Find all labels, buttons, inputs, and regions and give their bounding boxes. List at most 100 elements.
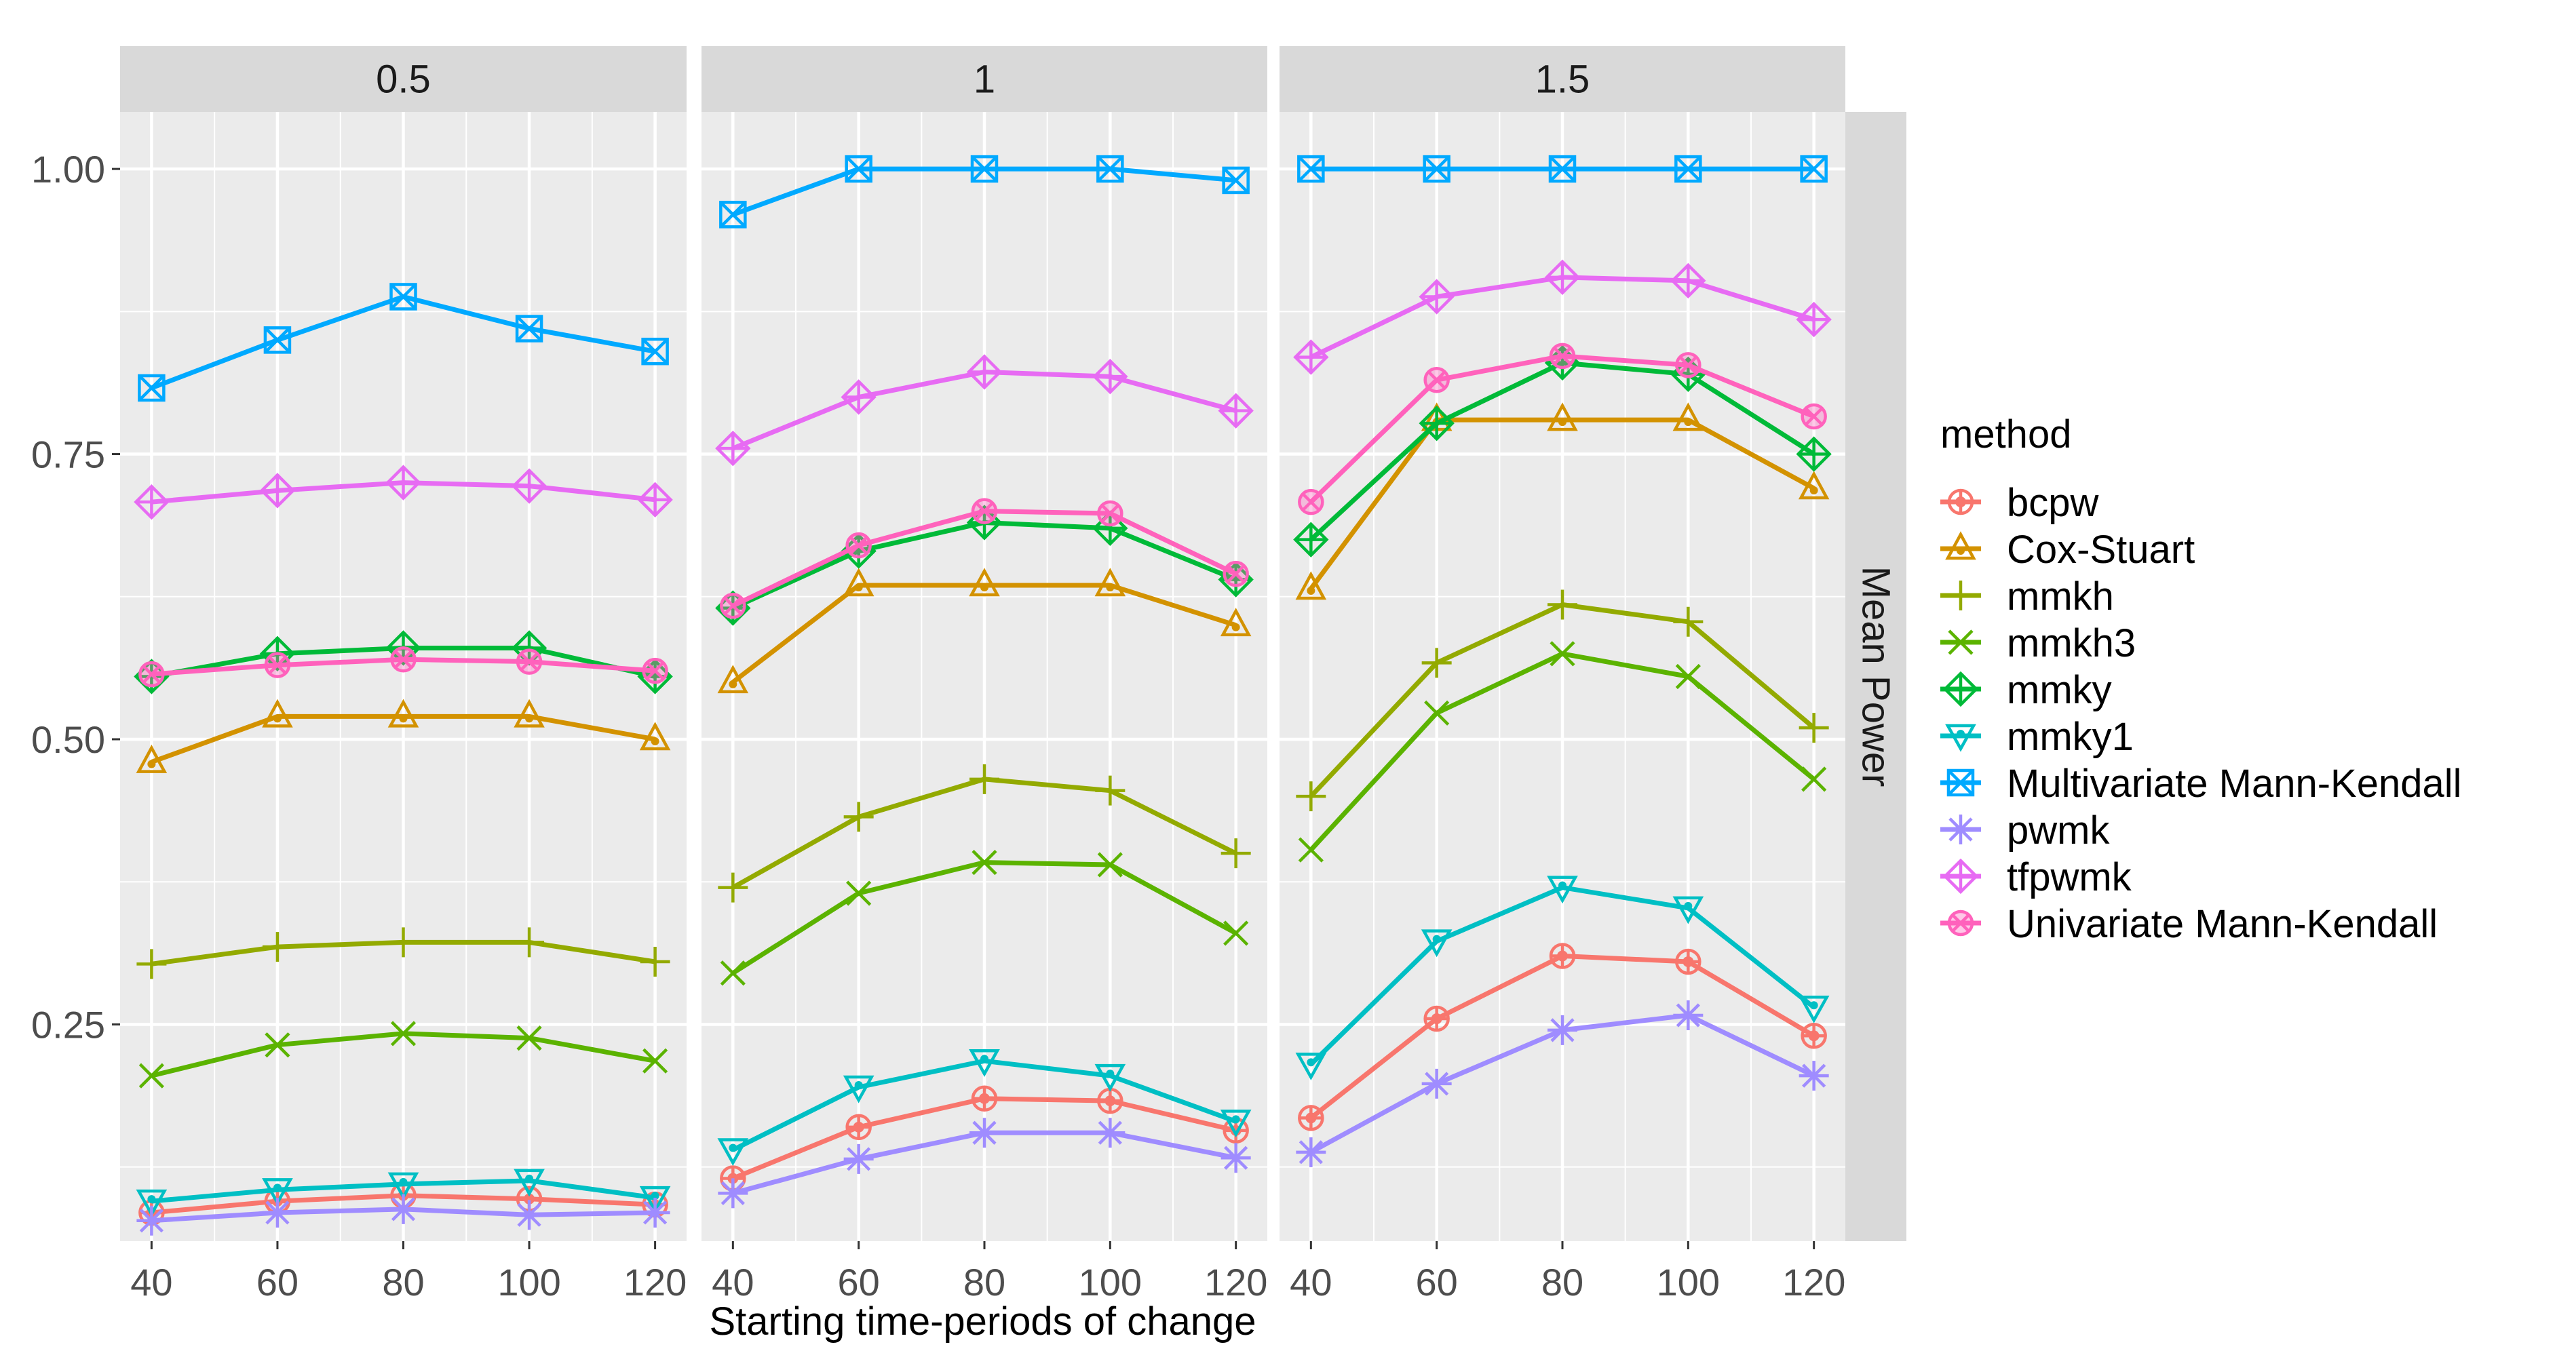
data-point-mmky1 xyxy=(1295,1053,1327,1080)
x-tick-label: 120 xyxy=(623,1261,687,1304)
data-point-cox-stuart xyxy=(639,722,671,751)
data-point-mmky1 xyxy=(969,1049,1000,1077)
data-point-pwmk xyxy=(969,1118,999,1148)
x-tick-label: 40 xyxy=(1290,1261,1332,1304)
data-point-bcpw xyxy=(1423,1005,1450,1032)
data-point-mmkh3 xyxy=(1223,920,1249,946)
data-point-mmkh3 xyxy=(1097,852,1123,878)
legend-item-mmkh3: mmkh3 xyxy=(1940,621,2136,665)
data-point-mmkh3 xyxy=(1424,700,1450,726)
data-point-mmky1 xyxy=(1094,1063,1126,1092)
series-mmkh3 xyxy=(138,641,1827,1089)
data-point-pwmk xyxy=(843,1143,874,1174)
facet-strip xyxy=(120,46,687,112)
data-point-mmkh xyxy=(1547,589,1577,620)
data-point-multivariate-mann-kendall xyxy=(1548,155,1577,183)
legend-item-tfpwmk: tfpwmk xyxy=(1940,855,2132,899)
legend-key-marker xyxy=(1948,629,1974,655)
data-point-univariate-mann-kendall xyxy=(390,646,417,673)
legend-item-mmkh: mmkh xyxy=(1940,574,2114,619)
ylabel-strip xyxy=(1845,112,1906,1241)
data-point-mmkh xyxy=(843,802,874,832)
legend-label: mmkh3 xyxy=(2007,621,2136,665)
data-point-multivariate-mann-kendall xyxy=(1096,155,1124,183)
data-point-cox-stuart xyxy=(843,568,874,597)
data-point-univariate-mann-kendall xyxy=(642,657,668,684)
legend-key-marker xyxy=(1942,858,1979,895)
data-point-mmky1 xyxy=(1421,929,1453,958)
data-point-mmkh xyxy=(136,949,167,979)
data-point-multivariate-mann-kendall xyxy=(845,155,872,183)
data-point-bcpw xyxy=(1097,1087,1123,1114)
data-point-cox-stuart xyxy=(717,665,749,694)
data-point-cox-stuart xyxy=(136,744,168,773)
data-point-cox-stuart xyxy=(1094,568,1126,597)
series-cox-stuart xyxy=(136,402,1830,773)
series-pwmk xyxy=(136,1000,1829,1236)
series-mmky1 xyxy=(136,876,1830,1217)
x-tick-label: 60 xyxy=(256,1261,299,1304)
data-point-tfpwmk xyxy=(134,484,170,520)
data-point-univariate-mann-kendall xyxy=(1223,560,1249,587)
data-point-pwmk xyxy=(1296,1137,1326,1167)
data-point-mmkh3 xyxy=(1550,641,1575,667)
data-point-tfpwmk xyxy=(966,354,1003,390)
data-point-pwmk xyxy=(1220,1143,1251,1173)
data-point-mmkh3 xyxy=(1801,766,1827,792)
data-point-bcpw xyxy=(845,1114,872,1141)
x-tick-label: 80 xyxy=(1541,1261,1583,1304)
data-point-tfpwmk xyxy=(259,473,296,509)
legend-key-marker xyxy=(1947,909,1974,937)
data-point-pwmk xyxy=(1799,1061,1829,1091)
legend-key-marker xyxy=(1947,488,1974,515)
data-point-univariate-mann-kendall xyxy=(1675,352,1702,378)
legend-item-bcpw: bcpw xyxy=(1940,481,2100,525)
data-point-multivariate-mann-kendall xyxy=(719,201,747,229)
data-point-univariate-mann-kendall xyxy=(720,592,746,619)
data-point-mmkh3 xyxy=(642,1048,668,1074)
data-point-tfpwmk xyxy=(1092,358,1128,395)
y-tick-label: 0.75 xyxy=(31,433,105,476)
data-point-mmkh3 xyxy=(265,1032,290,1058)
data-point-mmkh xyxy=(262,932,292,962)
data-point-pwmk xyxy=(262,1197,292,1228)
data-point-multivariate-mann-kendall xyxy=(263,326,292,354)
legend-label: mmky1 xyxy=(2007,715,2134,759)
data-point-pwmk xyxy=(514,1200,545,1230)
legend-label: mmky xyxy=(2007,668,2112,712)
data-point-mmky1 xyxy=(1547,876,1578,904)
legend-key-marker xyxy=(1946,768,1975,797)
legend-item-multivariate-mann-kendall: Multivariate Mann-Kendall xyxy=(1940,762,2462,806)
x-tick-label: 80 xyxy=(382,1261,424,1304)
legend-key-marker xyxy=(1946,581,1976,610)
data-point-bcpw xyxy=(1549,943,1576,969)
data-point-mmkh3 xyxy=(1298,837,1324,863)
x-tick-label: 60 xyxy=(838,1261,880,1304)
legend-label: Multivariate Mann-Kendall xyxy=(2007,762,2462,806)
data-point-mmkh3 xyxy=(720,960,746,986)
data-point-tfpwmk xyxy=(1419,279,1455,315)
data-point-mmky1 xyxy=(717,1138,749,1167)
data-point-cox-stuart xyxy=(262,699,293,728)
series-univariate-mann-kendall xyxy=(138,342,1827,688)
data-point-univariate-mann-kendall xyxy=(1801,403,1827,430)
data-point-tfpwmk xyxy=(385,465,421,501)
data-point-cox-stuart xyxy=(969,568,1000,597)
data-point-mmky1 xyxy=(639,1186,671,1214)
data-point-mmky1 xyxy=(514,1169,545,1197)
x-tick-label: 120 xyxy=(1782,1261,1845,1304)
data-point-tfpwmk xyxy=(841,379,877,415)
legend-item-cox-stuart: Cox-Stuart xyxy=(1940,528,2195,572)
data-point-univariate-mann-kendall xyxy=(845,532,872,559)
x-tick-label: 60 xyxy=(1416,1261,1458,1304)
data-point-tfpwmk xyxy=(1670,262,1706,299)
data-point-mmky1 xyxy=(262,1178,293,1206)
data-point-pwmk xyxy=(1095,1118,1126,1148)
y-axis-title: Mean Power xyxy=(1854,566,1898,787)
data-point-mmkh3 xyxy=(138,1063,164,1089)
data-point-mmkh xyxy=(1673,606,1704,637)
data-point-mmkh xyxy=(718,872,748,903)
data-point-mmkh xyxy=(1220,838,1251,869)
facet-strip-label: 0.5 xyxy=(376,58,431,102)
